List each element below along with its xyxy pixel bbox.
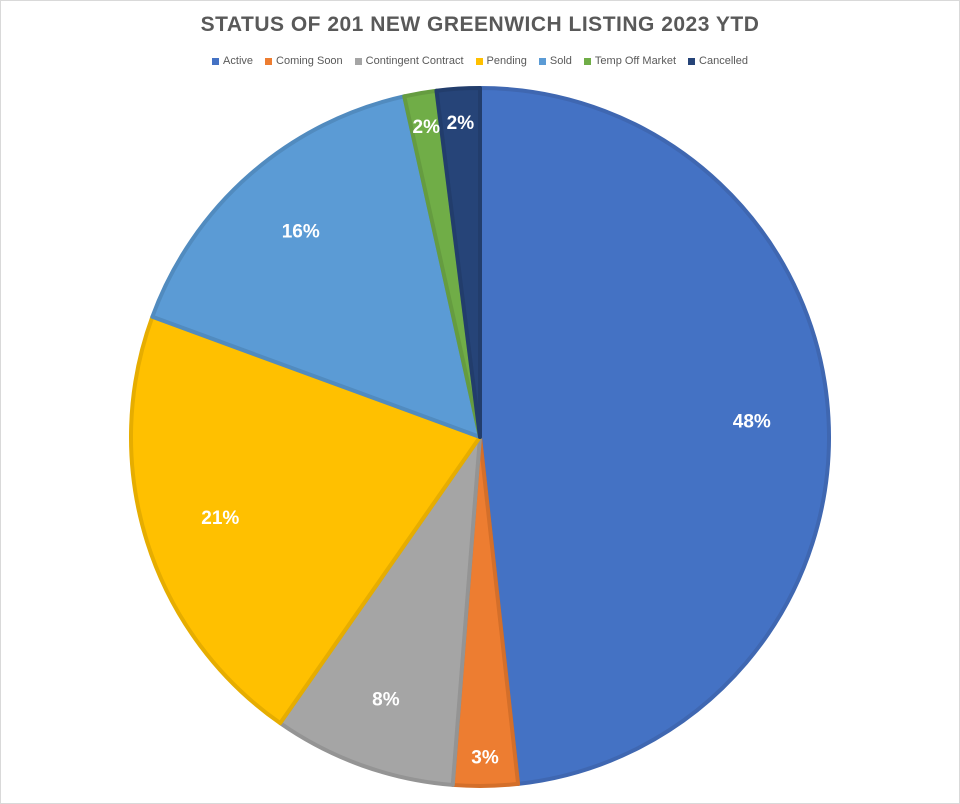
legend-swatch [688, 57, 696, 65]
legend-label: Cancelled [699, 55, 748, 67]
legend: Active Coming Soon Contingent Contract Pend… [1, 55, 959, 67]
legend-item-cancelled: Cancelled [688, 55, 748, 67]
legend-swatch [265, 57, 273, 65]
legend-label: Coming Soon [276, 55, 343, 67]
legend-swatch [212, 57, 220, 65]
legend-item-temp-off-market: Temp Off Market [583, 55, 677, 67]
legend-label: Contingent Contract [365, 55, 464, 67]
legend-item-sold: Sold [538, 55, 572, 67]
legend-swatch [583, 57, 591, 65]
data-label-contingent-contract: 8% [372, 689, 400, 710]
legend-swatch [354, 57, 362, 65]
data-label-temp-off-market: 2% [413, 117, 441, 138]
legend-label: Pending [486, 55, 527, 67]
legend-item-pending: Pending [475, 55, 527, 67]
pie-slice-cancelled [434, 86, 482, 439]
pie-slice-sold [150, 94, 482, 439]
data-label-coming-soon: 3% [471, 748, 499, 769]
legend-label: Sold [549, 55, 572, 67]
legend-item-active: Active [212, 55, 253, 67]
data-label-sold: 16% [282, 222, 320, 243]
data-label-active: 48% [733, 412, 771, 433]
pie-slice-active [478, 86, 831, 786]
legend-swatch [475, 57, 483, 65]
legend-item-coming-soon: Coming Soon [265, 55, 343, 67]
data-label-pending: 21% [201, 508, 239, 529]
legend-label: Active [223, 55, 254, 67]
data-label-cancelled: 2% [447, 113, 475, 134]
pie-slice-contingent-contract [278, 435, 482, 787]
legend-label: Temp Off Market [594, 55, 677, 67]
legend-swatch [538, 57, 546, 65]
chart-title: STATUS OF 201 NEW GREENWICH LISTING 2023… [200, 13, 760, 36]
pie-slice-pending [129, 314, 482, 726]
legend-item-contingent-contract: Contingent Contract [354, 55, 464, 67]
